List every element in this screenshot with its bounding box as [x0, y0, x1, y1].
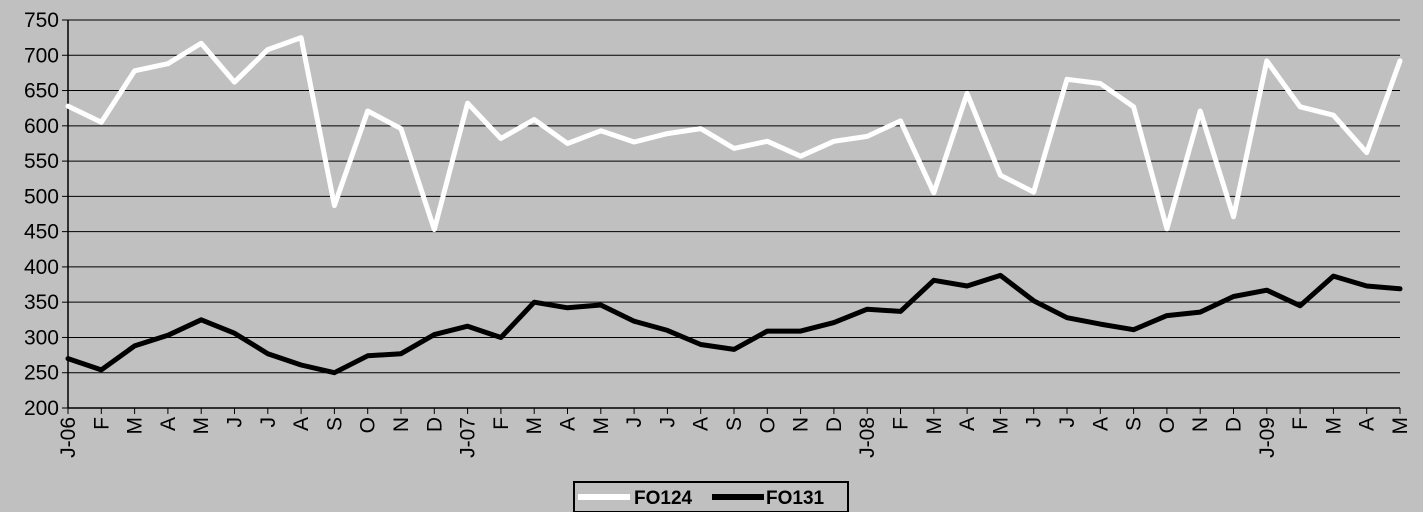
x-tick-label: J [623, 417, 646, 428]
x-tick-label: O [756, 417, 779, 433]
y-tick-label: 400 [24, 256, 59, 279]
x-tick-label: A [290, 417, 313, 431]
x-tick-label: D [423, 417, 446, 432]
y-tick-label: 350 [24, 291, 59, 314]
x-axis-ticks: J-06 F M A M J J A S O N D J-07 F M A M J J A S O N D J-08 F M A M J J… [57, 408, 1412, 458]
y-tick-label: 250 [24, 362, 59, 385]
y-tick-label: 650 [24, 80, 59, 103]
x-tick-label: A [690, 417, 713, 431]
y-tick-label: 600 [24, 115, 59, 138]
x-tick-label: F [90, 417, 113, 430]
y-tick-label: 750 [24, 9, 59, 32]
x-tick-label: J [656, 417, 679, 428]
series-lines [65, 35, 1403, 376]
y-tick-label: 550 [24, 150, 59, 173]
x-tick-label: M [1389, 417, 1412, 435]
x-tick-label: O [1156, 417, 1179, 433]
y-tick-label: 500 [24, 185, 59, 208]
legend-label-fo124: FO124 [634, 488, 693, 509]
x-tick-label: J-08 [856, 417, 879, 458]
x-tick-label: S [1123, 417, 1146, 431]
x-tick-label: M [124, 417, 147, 435]
x-tick-label: O [357, 417, 380, 433]
y-tick-label: 200 [24, 397, 59, 420]
y-tick-label: 700 [24, 44, 59, 67]
x-tick-label: M [989, 417, 1012, 435]
x-tick-label: A [1089, 417, 1112, 431]
grid-lines [68, 19, 1400, 374]
x-tick-label: A [1356, 417, 1379, 431]
y-tick-label: 450 [24, 221, 59, 244]
x-tick-label: M [523, 417, 546, 435]
x-tick-label: F [490, 417, 513, 430]
x-tick-label: N [1189, 417, 1212, 432]
x-tick-label: A [157, 417, 180, 431]
x-tick-label: D [823, 417, 846, 432]
x-tick-label: J [1023, 417, 1046, 428]
x-tick-label: S [723, 417, 746, 431]
x-tick-label: S [323, 417, 346, 431]
x-tick-label: J [224, 417, 247, 428]
x-tick-label: J [257, 417, 280, 428]
y-tick-label: 300 [24, 326, 59, 349]
x-tick-label: N [790, 417, 813, 432]
legend: FO124 FO131 [573, 481, 849, 512]
x-tick-label: J-09 [1256, 417, 1279, 458]
x-tick-label: J-07 [457, 417, 480, 458]
y-axis-ticks: 200 250 300 350 400 450 500 550 600 650 700 750 [24, 9, 68, 420]
x-tick-label: J [1056, 417, 1079, 428]
x-tick-label: D [1223, 417, 1246, 432]
x-tick-label: M [1322, 417, 1345, 435]
x-tick-label: M [590, 417, 613, 435]
x-tick-label: A [956, 417, 979, 431]
legend-label-fo131: FO131 [766, 488, 825, 509]
x-tick-label: A [557, 417, 580, 431]
x-tick-label: M [190, 417, 213, 435]
x-tick-label: M [923, 417, 946, 435]
x-tick-label: F [1289, 417, 1312, 430]
x-tick-label: F [890, 417, 913, 430]
x-tick-label: J-06 [57, 417, 80, 458]
x-tick-label: N [390, 417, 413, 432]
plot-area [68, 20, 1400, 408]
